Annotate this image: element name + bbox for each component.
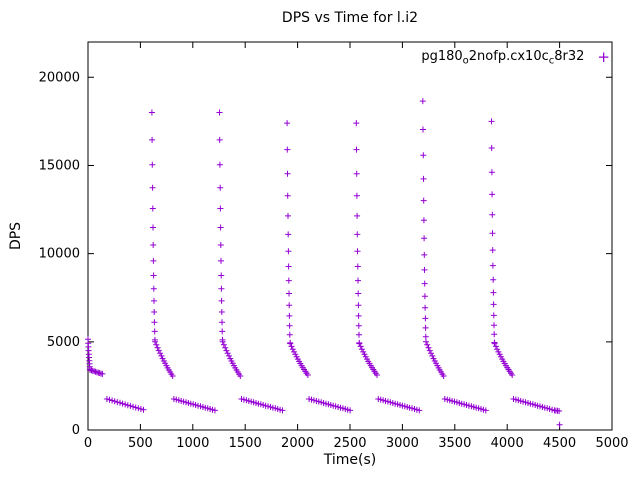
x-tick-label: 4500 — [543, 436, 576, 451]
x-tick-label: 1500 — [229, 436, 262, 451]
legend-label-part: pg180 — [421, 49, 463, 64]
x-tick-label: 2000 — [281, 436, 314, 451]
y-tick-label: 10000 — [39, 247, 80, 262]
x-axis-label: Time(s) — [323, 452, 377, 468]
chart-title: DPS vs Time for l.i2 — [281, 10, 419, 26]
legend: pg180o2nofp.cx10cc8r32 + — [421, 49, 610, 67]
y-axis-label: DPS — [8, 221, 24, 251]
x-tick-label: 4000 — [491, 436, 524, 451]
x-tick-label: 3500 — [438, 436, 471, 451]
plot-border — [87, 41, 613, 431]
legend-series-label: pg180o2nofp.cx10cc8r32 — [421, 49, 584, 67]
x-tick-label: 500 — [128, 436, 153, 451]
x-tick-label: 3000 — [386, 436, 419, 451]
x-tick-label: 1000 — [176, 436, 209, 451]
y-tick-label: 15000 — [39, 158, 80, 173]
data-points — [85, 98, 563, 428]
x-tick-label: 5000 — [595, 436, 628, 451]
legend-label-subscript: c — [548, 55, 555, 67]
legend-label-subscript: o — [462, 55, 469, 67]
legend-point-marker-icon: + — [597, 48, 610, 67]
y-tick-label: 5000 — [47, 335, 80, 350]
x-tick-label: 0 — [84, 436, 92, 451]
y-tick-label: 0 — [72, 423, 80, 438]
x-tick-label: 2500 — [333, 436, 366, 451]
axis-ticks — [87, 42, 613, 431]
y-tick-label: 20000 — [39, 70, 80, 85]
legend-label-part: 2nofp.cx10c — [468, 49, 549, 64]
legend-label-part: 8r32 — [554, 49, 585, 64]
